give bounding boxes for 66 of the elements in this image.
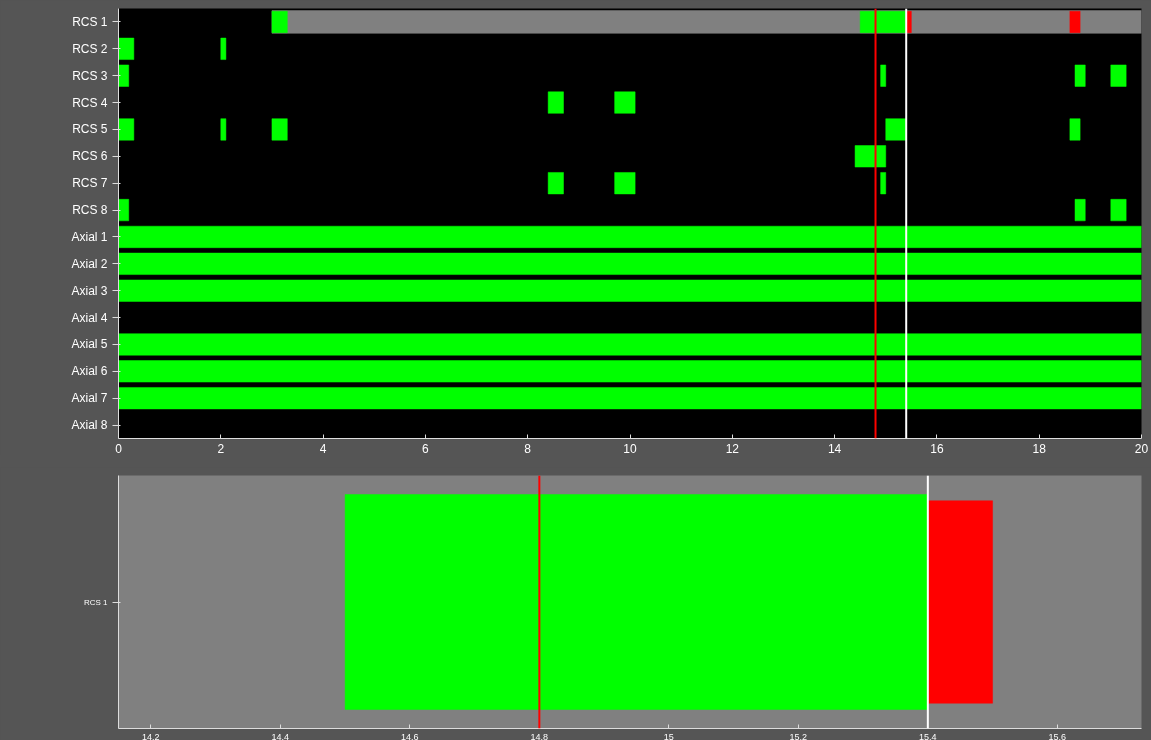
x-tick-label: 12 [725, 441, 740, 456]
bar [1069, 10, 1081, 33]
y-tick-label: RCS 2 [72, 41, 108, 56]
y-tick-label: Axial 6 [71, 364, 108, 379]
bar [118, 252, 1142, 275]
y-tick-label: RCS 6 [72, 149, 108, 164]
bar [118, 360, 1142, 383]
bar [118, 387, 1142, 410]
x-tick-label: 15.4 [919, 731, 937, 740]
bar [1110, 199, 1127, 222]
bar [271, 10, 1142, 34]
y-tick-label: RCS 1 [83, 597, 109, 607]
bar [118, 279, 1142, 302]
x-tick-label: 14.6 [401, 731, 419, 740]
x-tick-label: 14.8 [530, 731, 549, 740]
y-tick-label: Axial 1 [71, 229, 108, 244]
y-tick-label: Axial 2 [71, 256, 108, 271]
x-tick-label: 15.2 [789, 731, 808, 740]
x-tick-label: 16 [930, 441, 944, 456]
bar [118, 64, 129, 87]
bar [614, 172, 636, 195]
bar [880, 64, 886, 87]
x-tick-label: 15 [663, 731, 674, 740]
bar [118, 118, 135, 141]
y-tick-label: Axial 4 [71, 310, 108, 325]
x-tick-label: 14.4 [271, 731, 290, 740]
y-tick-label: RCS 5 [72, 122, 108, 137]
x-tick-label: 6 [422, 441, 430, 456]
x-tick-label: 14.2 [142, 731, 160, 740]
bar [118, 333, 1142, 356]
bar [118, 37, 135, 60]
bar [220, 118, 227, 141]
bar [220, 37, 227, 60]
x-tick-label: 4 [319, 441, 327, 456]
bar [1074, 199, 1086, 222]
x-tick-label: 10 [623, 441, 637, 456]
x-tick-label: 2 [217, 441, 225, 456]
bar [1069, 118, 1081, 141]
bar [1110, 64, 1127, 87]
bar [885, 118, 907, 141]
bar [271, 118, 288, 141]
bar [1074, 64, 1086, 87]
x-tick-label: 20 [1134, 441, 1149, 456]
x-tick-label: 15.6 [1048, 731, 1067, 740]
bar [118, 199, 129, 222]
bar [547, 172, 564, 195]
y-tick-label: Axial 7 [71, 391, 108, 406]
x-tick-label: 18 [1032, 441, 1047, 456]
y-tick-label: RCS 3 [72, 68, 108, 83]
y-tick-label: RCS 7 [72, 176, 108, 191]
bar [271, 10, 288, 33]
x-tick-label: 8 [524, 441, 532, 456]
bar [880, 172, 886, 195]
bar [854, 145, 886, 168]
y-tick-label: RCS 1 [72, 14, 108, 29]
bar [614, 91, 636, 114]
y-tick-label: Axial 8 [71, 418, 108, 433]
y-tick-label: RCS 8 [72, 203, 108, 218]
bar [859, 10, 907, 33]
bar [547, 91, 564, 114]
x-tick-label: 0 [115, 441, 123, 456]
y-tick-label: Axial 5 [71, 337, 108, 352]
y-tick-label: RCS 4 [72, 95, 108, 110]
bar [118, 225, 1142, 248]
y-tick-label: Axial 3 [71, 283, 108, 298]
x-tick-label: 14 [827, 441, 842, 456]
